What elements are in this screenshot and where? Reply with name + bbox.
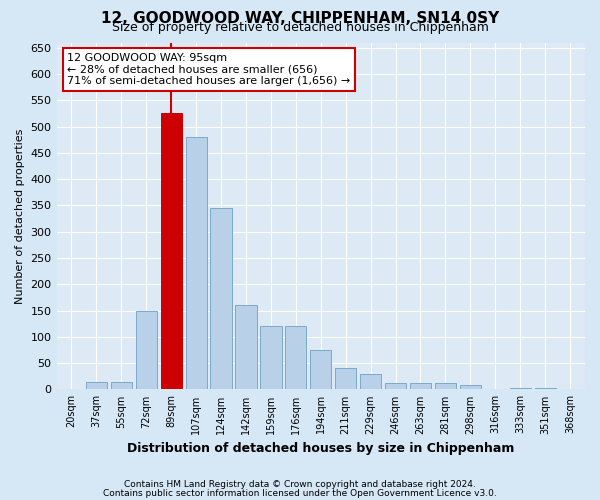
Y-axis label: Number of detached properties: Number of detached properties bbox=[15, 128, 25, 304]
Bar bbox=[460, 385, 481, 390]
Bar bbox=[410, 383, 431, 390]
Bar bbox=[111, 382, 132, 390]
Bar bbox=[235, 306, 257, 390]
Bar bbox=[509, 388, 531, 390]
Text: 12 GOODWOOD WAY: 95sqm
← 28% of detached houses are smaller (656)
71% of semi-de: 12 GOODWOOD WAY: 95sqm ← 28% of detached… bbox=[67, 53, 350, 86]
Bar bbox=[136, 310, 157, 390]
Bar bbox=[285, 326, 307, 390]
Bar bbox=[211, 208, 232, 390]
Bar bbox=[185, 137, 207, 390]
X-axis label: Distribution of detached houses by size in Chippenham: Distribution of detached houses by size … bbox=[127, 442, 514, 455]
Bar bbox=[310, 350, 331, 390]
Bar bbox=[335, 368, 356, 390]
Bar bbox=[161, 114, 182, 390]
Bar bbox=[260, 326, 281, 390]
Bar bbox=[360, 374, 381, 390]
Bar bbox=[385, 383, 406, 390]
Text: Contains public sector information licensed under the Open Government Licence v3: Contains public sector information licen… bbox=[103, 488, 497, 498]
Bar bbox=[435, 383, 456, 390]
Text: Size of property relative to detached houses in Chippenham: Size of property relative to detached ho… bbox=[112, 22, 488, 35]
Bar bbox=[86, 382, 107, 390]
Bar bbox=[535, 388, 556, 390]
Text: Contains HM Land Registry data © Crown copyright and database right 2024.: Contains HM Land Registry data © Crown c… bbox=[124, 480, 476, 489]
Text: 12, GOODWOOD WAY, CHIPPENHAM, SN14 0SY: 12, GOODWOOD WAY, CHIPPENHAM, SN14 0SY bbox=[101, 11, 499, 26]
